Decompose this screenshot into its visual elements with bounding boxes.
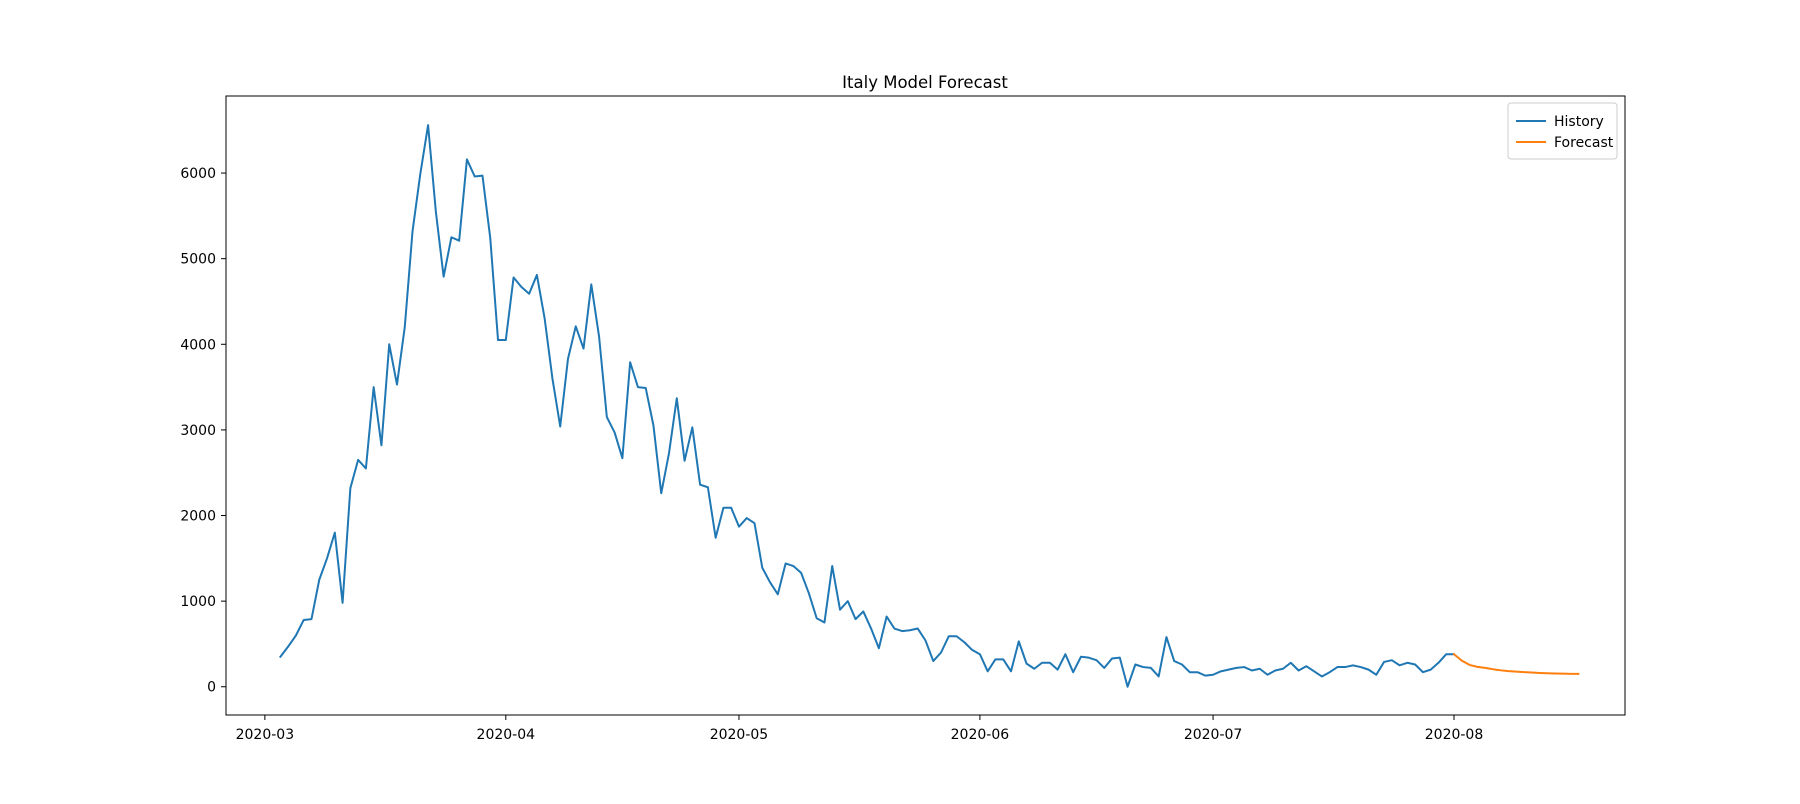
x-tick-label: 2020-04 — [477, 727, 536, 743]
series-layer — [279, 124, 1580, 688]
legend-label-forecast: Forecast — [1554, 135, 1614, 151]
y-axis: 0 1000 2000 3000 4000 5000 6000 — [180, 166, 226, 696]
y-tick-label: 1000 — [180, 594, 216, 610]
legend-box — [1507, 102, 1618, 160]
x-tick-label: 2020-07 — [1184, 727, 1243, 743]
legend: History Forecast — [1507, 102, 1618, 160]
y-tick-label: 4000 — [180, 337, 216, 353]
x-tick-label: 2020-05 — [710, 727, 769, 743]
x-tick-label: 2020-08 — [1425, 727, 1484, 743]
y-tick-label: 0 — [207, 680, 216, 696]
y-tick-label: 6000 — [180, 166, 216, 182]
legend-label-history: History — [1554, 114, 1604, 130]
y-tick-label: 2000 — [180, 509, 216, 525]
x-tick-label: 2020-06 — [951, 727, 1010, 743]
series-line-history — [279, 124, 1456, 688]
series-line-forecast — [1452, 652, 1580, 675]
x-tick-label: 2020-03 — [236, 727, 295, 743]
chart-title: Italy Model Forecast — [842, 73, 1008, 92]
y-tick-label: 3000 — [180, 423, 216, 439]
plot-frame — [225, 95, 1626, 716]
x-axis: 2020-03 2020-04 2020-05 2020-06 2020-07 2020-… — [236, 715, 1484, 743]
y-tick-label: 5000 — [180, 252, 216, 268]
